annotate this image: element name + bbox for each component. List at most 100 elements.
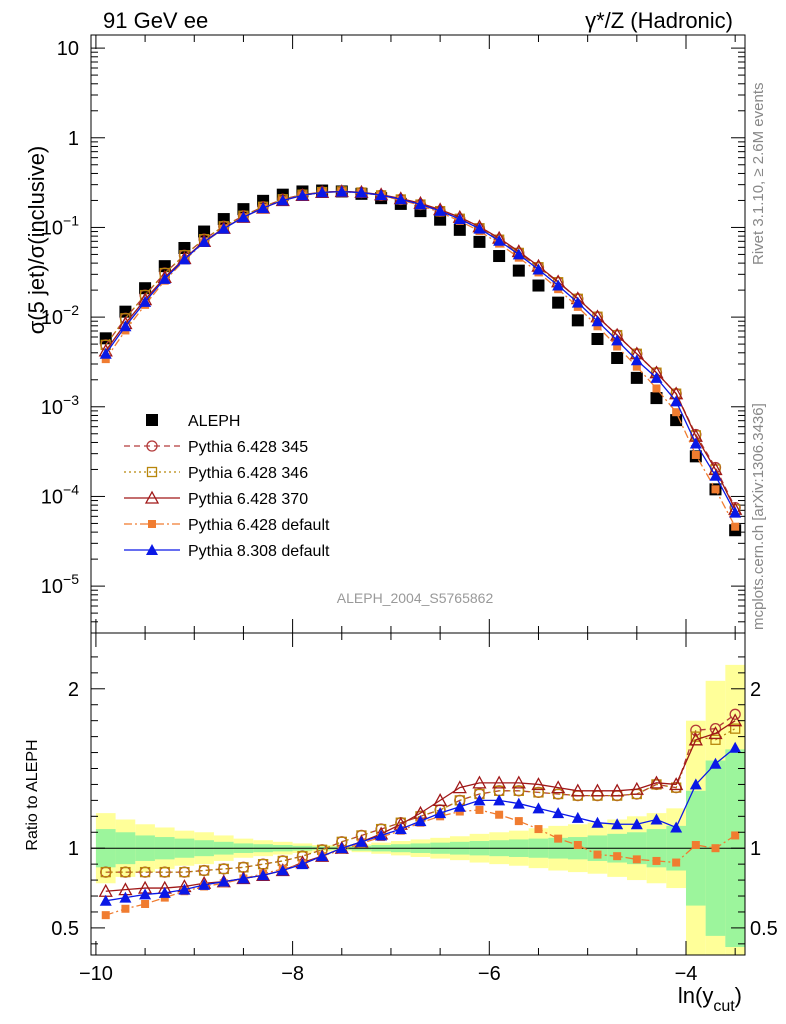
series-p8def bbox=[99, 185, 742, 518]
data-point-p370 bbox=[472, 775, 487, 789]
main-y-tick-label: 10−3 bbox=[41, 392, 79, 419]
ratio-y-tick-label-right: 1 bbox=[750, 838, 761, 860]
ratio-panel: 0.5 0.5 1 1 2 2 −10 −8 −6 −4 Ratio to ALEPH ln(y… bbox=[24, 632, 778, 1015]
data-point-p8def bbox=[709, 757, 722, 769]
data-point-p6def bbox=[593, 322, 602, 331]
data-point-p8def bbox=[316, 850, 329, 862]
data-point-p8def bbox=[689, 778, 702, 790]
main-y-tick-label: 10−5 bbox=[41, 571, 79, 598]
data-point-p8def bbox=[355, 835, 368, 847]
data-point-p6def bbox=[613, 342, 622, 351]
ratio-y-tick-label-left: 2 bbox=[68, 679, 79, 701]
data-point-p6def bbox=[101, 911, 110, 920]
data-point-data bbox=[630, 371, 643, 384]
header-right-title: γ*/Z (Hadronic) bbox=[585, 8, 733, 33]
data-point-p346 bbox=[159, 866, 170, 878]
data-point-p8def bbox=[217, 875, 230, 887]
main-y-tick-base: 10 bbox=[41, 397, 63, 419]
data-point-p8def bbox=[335, 185, 348, 197]
data-point-data bbox=[532, 279, 545, 292]
data-point-p8def bbox=[729, 741, 742, 753]
data-point-p370 bbox=[669, 777, 684, 791]
main-y-tick-label: 10−1 bbox=[41, 212, 79, 239]
data-point-data bbox=[434, 213, 447, 226]
data-point-p8def bbox=[217, 222, 230, 234]
data-point-p8def bbox=[552, 279, 565, 291]
data-point-p8def bbox=[611, 818, 624, 830]
data-point-p8def bbox=[630, 818, 643, 830]
data-point-p8def bbox=[296, 858, 309, 870]
series-line-p6def bbox=[105, 809, 736, 916]
data-point-p370 bbox=[551, 780, 566, 794]
main-y-tick-base: 10 bbox=[41, 576, 63, 598]
main-y-tick-exponent: −5 bbox=[63, 571, 79, 587]
data-point-p6def bbox=[593, 850, 602, 859]
data-point-p346 bbox=[139, 866, 151, 878]
ratio-y-axis-label: Ratio to ALEPH bbox=[24, 739, 41, 850]
series-p8def bbox=[99, 741, 742, 906]
data-point-p8def bbox=[650, 813, 663, 825]
x-tick-label: −10 bbox=[79, 963, 113, 985]
data-point-p346 bbox=[513, 785, 524, 796]
ratio-x-ticks: −10 −8 −6 −4 bbox=[79, 633, 736, 985]
data-point-p370 bbox=[433, 793, 448, 807]
data-point-p8def bbox=[512, 248, 525, 260]
data-point-p370 bbox=[531, 777, 546, 791]
x-axis-label: ln(ycut) bbox=[678, 983, 742, 1015]
data-point-p6def bbox=[691, 450, 700, 459]
main-y-tick-exponent: −3 bbox=[63, 392, 79, 408]
main-x-ticks bbox=[95, 35, 736, 633]
legend-marker-p345 bbox=[146, 440, 158, 452]
data-point-p6def bbox=[711, 844, 720, 853]
main-y-tick-label: 10 bbox=[57, 38, 79, 60]
data-point-p6def bbox=[514, 817, 523, 826]
legend-label-p8def: Pythia 8.308 default bbox=[188, 543, 330, 560]
data-point-p8def bbox=[414, 198, 427, 210]
data-point-p6def bbox=[141, 899, 150, 908]
data-point-p370 bbox=[688, 732, 703, 746]
series-data bbox=[99, 184, 742, 537]
main-y-tick-exponent: −4 bbox=[63, 481, 79, 497]
data-point-p8def bbox=[99, 347, 112, 359]
data-point-p370 bbox=[452, 780, 467, 794]
x-axis-label-end: ) bbox=[735, 983, 742, 1008]
data-point-p370 bbox=[511, 775, 526, 789]
data-point-p8def bbox=[670, 821, 683, 833]
data-point-p8def bbox=[453, 213, 466, 225]
x-axis-label-sub: cut bbox=[713, 998, 735, 1015]
data-point-data bbox=[552, 296, 565, 309]
data-point-p8def bbox=[198, 235, 211, 247]
data-point-p8def bbox=[394, 823, 407, 835]
data-point-p6def bbox=[573, 841, 582, 850]
data-point-p370 bbox=[629, 781, 644, 795]
data-point-p346 bbox=[533, 787, 544, 798]
data-point-p6def bbox=[101, 355, 110, 364]
ratio-y-ticks: 0.5 0.5 1 1 2 2 bbox=[51, 656, 778, 945]
data-point-p6def bbox=[475, 805, 484, 814]
data-point-p8def bbox=[630, 354, 643, 366]
data-point-p8def bbox=[473, 222, 486, 234]
data-point-p8def bbox=[532, 802, 545, 814]
data-point-p6def bbox=[672, 408, 681, 417]
data-point-p8def bbox=[178, 883, 191, 895]
data-point-p370 bbox=[610, 783, 625, 797]
data-point-p8def bbox=[198, 878, 211, 890]
data-point-p8def bbox=[119, 320, 132, 332]
data-point-p8def bbox=[650, 371, 663, 383]
legend-label-p6def: Pythia 6.428 default bbox=[188, 517, 330, 534]
data-point-p8def bbox=[257, 201, 270, 213]
ratio-series-group bbox=[98, 708, 743, 920]
data-point-data bbox=[453, 223, 466, 236]
ratio-frame bbox=[90, 632, 746, 956]
rivet-label: Rivet 3.1.10, ≥ 2.6M events bbox=[750, 83, 767, 266]
data-point-p8def bbox=[434, 807, 447, 819]
main-y-tick-label: 1 bbox=[68, 128, 79, 150]
legend-label-p345: Pythia 6.428 345 bbox=[188, 439, 308, 456]
main-y-tick-label: 10−2 bbox=[41, 302, 79, 329]
data-point-p6def bbox=[554, 834, 563, 843]
watermark-label: ALEPH_2004_S5765862 bbox=[337, 590, 494, 606]
data-point-p6def bbox=[691, 841, 700, 850]
x-tick-label: −6 bbox=[478, 963, 501, 985]
data-point-p346 bbox=[198, 865, 210, 876]
main-y-tick-exponent: −1 bbox=[63, 212, 79, 228]
